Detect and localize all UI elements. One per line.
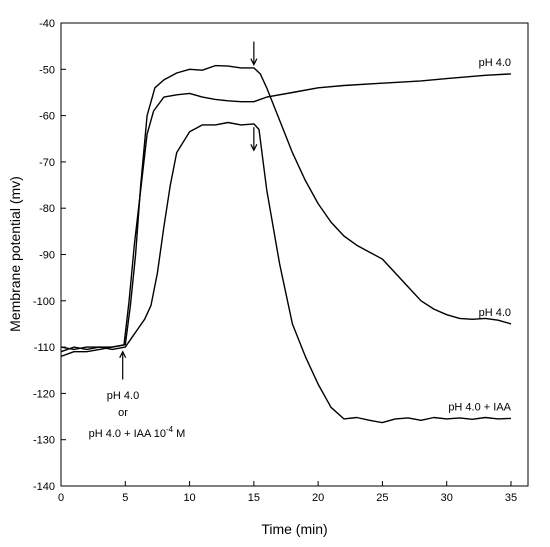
down-arrow-icon-1 xyxy=(250,41,258,67)
start-annotation-main: pH 4.0 + IAA 10 xyxy=(89,428,166,440)
y-tick-label: -70 xyxy=(39,157,55,169)
start-annotation-exponent: -4 xyxy=(166,425,174,434)
down-arrow-icon-2 xyxy=(250,127,258,152)
y-tick-label: -60 xyxy=(39,111,55,123)
x-axis-ticks: 0 5 10 15 20 25 30 35 xyxy=(58,481,517,504)
series-label-2: pH 4.0 xyxy=(479,307,511,319)
start-annotation-line3: pH 4.0 + IAA 10-4 M xyxy=(89,425,186,440)
y-tick-label: -100 xyxy=(33,296,55,308)
y-tick-label: -110 xyxy=(34,342,55,354)
start-annotation-line1: pH 4.0 xyxy=(107,390,139,402)
event-arrows xyxy=(119,41,258,380)
y-tick-label: -90 xyxy=(39,250,55,262)
series-label-1: pH 4.0 xyxy=(479,57,511,69)
start-annotation-line2: or xyxy=(118,407,128,419)
x-tick-label: 0 xyxy=(58,492,64,504)
series-labels: pH 4.0 pH 4.0 pH 4.0 + IAA xyxy=(448,57,511,413)
x-tick-label: 10 xyxy=(183,492,195,504)
y-tick-label: -50 xyxy=(39,64,55,76)
x-tick-label: 20 xyxy=(312,492,324,504)
y-axis-ticks: -40 -50 -60 -70 -80 -90 -100 -110 -120 -130 -140 xyxy=(33,18,66,493)
y-axis-title: Membrane potential (mv) xyxy=(7,176,23,332)
start-annotation: pH 4.0 or pH 4.0 + IAA 10-4 M xyxy=(89,390,186,440)
series-label-3: pH 4.0 + IAA xyxy=(448,401,511,413)
y-tick-label: -40 xyxy=(39,18,55,30)
y-tick-label: -130 xyxy=(33,435,55,447)
series-lines xyxy=(60,64,512,424)
x-tick-label: 25 xyxy=(376,492,388,504)
start-annotation-unit: M xyxy=(173,428,185,440)
series-line-1 xyxy=(60,73,512,351)
x-tick-label: 30 xyxy=(441,492,453,504)
y-tick-label: -120 xyxy=(33,388,55,400)
x-tick-label: 15 xyxy=(248,492,260,504)
x-tick-label: 5 xyxy=(122,492,128,504)
y-tick-label: -80 xyxy=(39,203,55,215)
x-tick-label: 35 xyxy=(505,492,517,504)
series-line-2 xyxy=(60,64,512,358)
x-axis-title: Time (min) xyxy=(261,521,327,537)
y-tick-label: -140 xyxy=(33,481,55,493)
series-line-3 xyxy=(60,121,512,424)
up-arrow-icon-3 xyxy=(119,350,127,380)
